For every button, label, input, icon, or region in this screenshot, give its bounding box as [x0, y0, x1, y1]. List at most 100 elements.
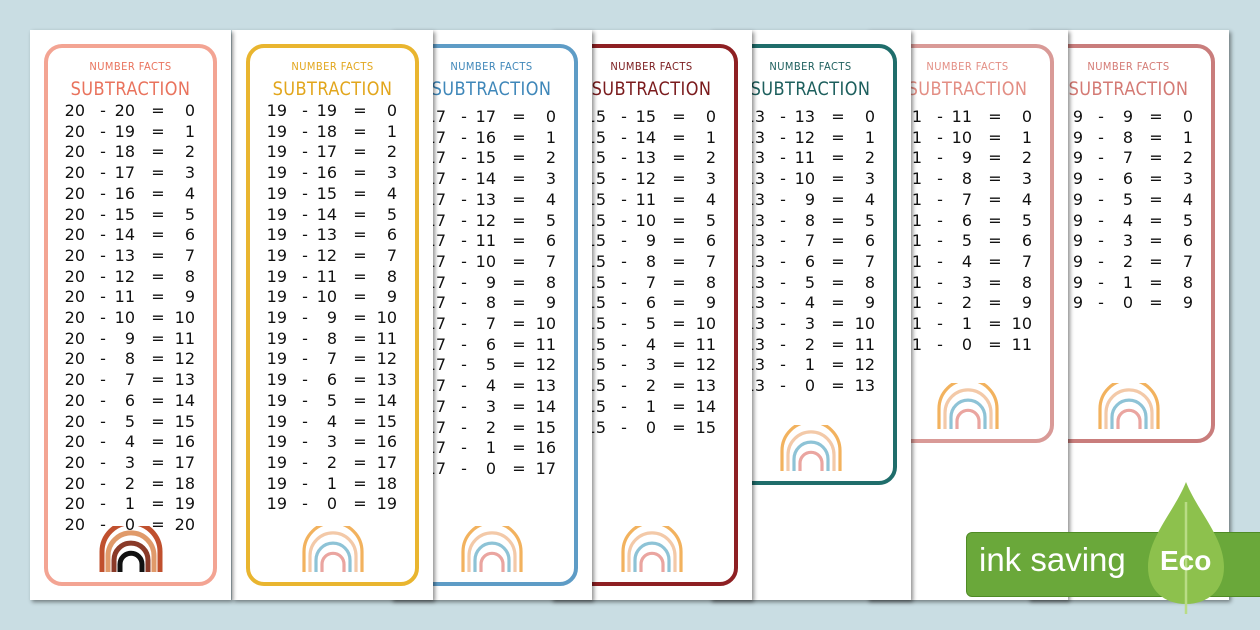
leaf-icon [1148, 482, 1224, 614]
equals-sign: = [151, 452, 165, 472]
subtrahend: 4 [124, 432, 135, 452]
minus-sign: - [621, 210, 627, 230]
difference: 6 [184, 225, 195, 245]
fact-row: 20-11 = 9 [44, 286, 217, 307]
minuend: 20 [64, 432, 85, 452]
equals-sign: = [512, 438, 526, 458]
equals-sign: = [151, 390, 165, 410]
equals-sign: = [672, 127, 686, 147]
subtrahend: 7 [804, 231, 815, 251]
equals-sign: = [151, 349, 165, 369]
rainbow-arc [791, 440, 830, 471]
subtrahend: 0 [804, 376, 815, 396]
minus-sign: - [621, 148, 627, 168]
minus-sign: - [100, 266, 106, 286]
difference: 18 [174, 473, 195, 493]
minus-sign: - [100, 142, 106, 162]
fact-row: 19-12 = 7 [246, 245, 419, 266]
minus-sign: - [302, 370, 308, 390]
subtrahend: 0 [326, 494, 337, 514]
minus-sign: - [100, 370, 106, 390]
subtrahend: 10 [475, 251, 496, 271]
subtrahend: 8 [645, 251, 656, 271]
subtrahend: 1 [804, 355, 815, 375]
subtrahend: 6 [645, 293, 656, 313]
minus-sign: - [100, 494, 106, 514]
subtrahend: 18 [114, 142, 135, 162]
subtrahend: 7 [1122, 148, 1133, 168]
subtrahend: 13 [794, 107, 815, 126]
subtrahend: 9 [124, 328, 135, 348]
subtrahend: 4 [645, 334, 656, 354]
equals-sign: = [672, 355, 686, 375]
minuend: 19 [266, 308, 287, 327]
equals-sign: = [512, 210, 526, 230]
minus-sign: - [302, 349, 308, 369]
subtrahend: 5 [645, 314, 656, 333]
equals-sign: = [988, 127, 1002, 147]
worksheet-page: NUMBER FACTS SUBTRACTION 20-20 = 0 20-19 = 1 20-… [30, 30, 231, 600]
equals-sign: = [353, 390, 367, 410]
rainbow-arc [301, 526, 364, 572]
ink-saving-label: ink saving [979, 541, 1126, 578]
difference: 10 [854, 314, 875, 333]
subtrahend: 15 [475, 148, 496, 168]
equals-sign: = [353, 163, 367, 183]
fact-row: 19-9 = 10 [246, 307, 419, 328]
minuend: 20 [64, 328, 85, 348]
difference: 4 [545, 189, 556, 209]
subtrahend: 3 [326, 432, 337, 452]
subtrahend: 17 [114, 163, 135, 183]
subtrahend: 12 [475, 210, 496, 230]
minus-sign: - [302, 142, 308, 162]
equals-sign: = [151, 411, 165, 431]
subtrahend: 9 [961, 148, 972, 168]
difference: 3 [545, 169, 556, 189]
subtrahend: 4 [804, 293, 815, 313]
minus-sign: - [302, 308, 308, 327]
rainbow-icon [620, 526, 683, 572]
subtrahend: 20 [114, 101, 135, 120]
minus-sign: - [937, 210, 943, 230]
fact-row: 15-13 = 2 [565, 147, 738, 168]
subtrahend: 2 [804, 334, 815, 354]
difference: 19 [376, 494, 397, 514]
equals-sign: = [1149, 127, 1163, 147]
subtrahend: 2 [645, 376, 656, 396]
card-kicker: NUMBER FACTS [610, 60, 693, 73]
subtrahend: 4 [326, 411, 337, 431]
minus-sign: - [302, 390, 308, 410]
minuend: 20 [64, 101, 85, 120]
minuend: 20 [64, 183, 85, 203]
minus-sign: - [302, 287, 308, 307]
difference: 9 [386, 287, 397, 307]
equals-sign: = [512, 148, 526, 168]
minus-sign: - [302, 183, 308, 203]
fact-row: 19-5 = 14 [246, 390, 419, 411]
difference: 10 [1011, 314, 1032, 333]
minuend: 19 [266, 142, 287, 162]
equals-sign: = [512, 107, 526, 126]
minus-sign: - [621, 127, 627, 147]
fact-row: 15-1 = 14 [565, 396, 738, 417]
equals-sign: = [353, 432, 367, 452]
subtrahend: 5 [326, 390, 337, 410]
minuend: 20 [64, 370, 85, 390]
fact-row: 19-7 = 12 [246, 348, 419, 369]
card-kicker: NUMBER FACTS [926, 60, 1009, 73]
rainbow-arc [632, 541, 671, 572]
subtrahend: 6 [124, 390, 135, 410]
minuend: 9 [1072, 210, 1083, 230]
rainbow-icon [301, 526, 364, 572]
difference: 2 [545, 148, 556, 168]
fact-row: 19-19 = 0 [246, 100, 419, 121]
minuend: 20 [64, 349, 85, 369]
minuend: 19 [266, 370, 287, 390]
card-title: SUBTRACTION [1068, 78, 1189, 100]
minus-sign: - [780, 251, 786, 271]
difference: 0 [1021, 107, 1032, 126]
difference: 8 [864, 272, 875, 292]
equals-sign: = [353, 287, 367, 307]
subtrahend: 0 [961, 334, 972, 354]
equals-sign: = [512, 127, 526, 147]
